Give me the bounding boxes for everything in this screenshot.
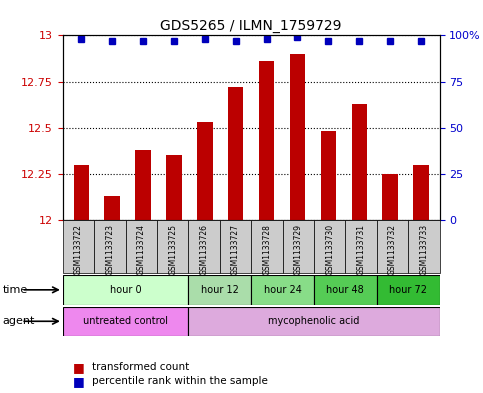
- Text: GSM1133727: GSM1133727: [231, 224, 240, 275]
- Bar: [197, 122, 213, 220]
- Bar: [377, 275, 440, 305]
- Text: GSM1133731: GSM1133731: [356, 224, 366, 275]
- Text: ■: ■: [72, 361, 84, 374]
- Bar: [259, 61, 274, 220]
- Bar: [157, 220, 188, 273]
- Bar: [63, 307, 188, 336]
- Bar: [283, 220, 314, 273]
- Text: GSM1133726: GSM1133726: [199, 224, 209, 275]
- Bar: [345, 220, 377, 273]
- Bar: [220, 220, 251, 273]
- Bar: [73, 165, 89, 220]
- Text: hour 48: hour 48: [327, 285, 364, 295]
- Text: hour 0: hour 0: [110, 285, 142, 295]
- Bar: [383, 174, 398, 220]
- Text: hour 24: hour 24: [264, 285, 301, 295]
- Text: GSM1133729: GSM1133729: [294, 224, 303, 275]
- Bar: [166, 155, 182, 220]
- Bar: [377, 220, 408, 273]
- Text: agent: agent: [2, 316, 35, 326]
- Text: ■: ■: [72, 375, 84, 388]
- Bar: [408, 220, 440, 273]
- Bar: [188, 220, 220, 273]
- Bar: [314, 275, 377, 305]
- Title: GDS5265 / ILMN_1759729: GDS5265 / ILMN_1759729: [160, 19, 342, 33]
- Text: percentile rank within the sample: percentile rank within the sample: [92, 376, 268, 386]
- Bar: [126, 220, 157, 273]
- Bar: [104, 196, 120, 220]
- Text: GSM1133732: GSM1133732: [388, 224, 397, 275]
- Bar: [251, 220, 283, 273]
- Text: hour 72: hour 72: [389, 285, 427, 295]
- Bar: [251, 275, 314, 305]
- Text: hour 12: hour 12: [201, 285, 239, 295]
- Text: GSM1133725: GSM1133725: [168, 224, 177, 275]
- Bar: [352, 104, 367, 220]
- Bar: [188, 275, 251, 305]
- Text: GSM1133728: GSM1133728: [262, 224, 271, 275]
- Bar: [94, 220, 126, 273]
- Bar: [413, 165, 429, 220]
- Text: transformed count: transformed count: [92, 362, 189, 373]
- Bar: [290, 54, 305, 220]
- Text: GSM1133723: GSM1133723: [105, 224, 114, 275]
- Bar: [314, 220, 345, 273]
- Bar: [321, 131, 336, 220]
- Bar: [135, 150, 151, 220]
- Bar: [63, 220, 94, 273]
- Bar: [63, 275, 188, 305]
- Text: GSM1133724: GSM1133724: [137, 224, 146, 275]
- Bar: [188, 307, 440, 336]
- Text: GSM1133733: GSM1133733: [419, 224, 428, 275]
- Text: untreated control: untreated control: [83, 316, 168, 326]
- Text: GSM1133722: GSM1133722: [74, 224, 83, 275]
- Bar: [228, 87, 243, 220]
- Text: time: time: [2, 285, 28, 295]
- Text: GSM1133730: GSM1133730: [325, 224, 334, 275]
- Text: mycophenolic acid: mycophenolic acid: [268, 316, 360, 326]
